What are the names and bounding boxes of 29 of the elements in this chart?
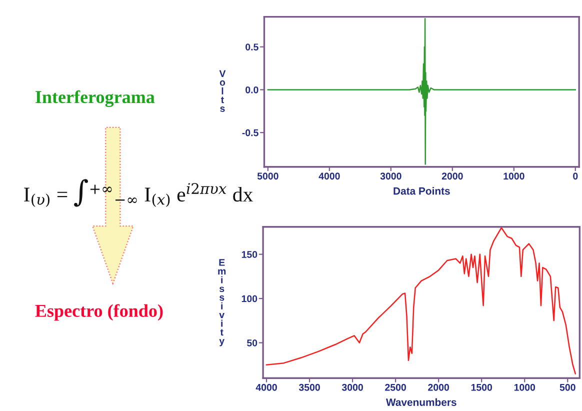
x-tick-label: 1000 bbox=[504, 172, 524, 180]
line-series bbox=[267, 18, 576, 165]
x-tick-label: 3000 bbox=[342, 384, 363, 391]
text: Espectro (fondo) bbox=[35, 304, 163, 321]
line-series bbox=[266, 227, 576, 374]
text: Emissivity bbox=[218, 259, 226, 346]
y-tick-label: 100 bbox=[242, 295, 258, 302]
y-tick-label: 150 bbox=[242, 251, 258, 258]
x-tick-label: 2500 bbox=[385, 384, 406, 391]
x-tick-label: 3000 bbox=[380, 172, 402, 180]
y-tick-label: 50 bbox=[246, 339, 258, 346]
y-tick-label: 0.0 bbox=[246, 86, 258, 94]
x-tick-label: 5000 bbox=[257, 172, 278, 180]
x-tick-label: 0 bbox=[573, 172, 578, 180]
x-tick-label: 4000 bbox=[256, 384, 277, 391]
x-tick-label: 3500 bbox=[298, 384, 320, 391]
x-tick-label: 4000 bbox=[318, 172, 340, 180]
text: Interferograma bbox=[36, 90, 155, 107]
x-tick-label: 2000 bbox=[428, 384, 449, 391]
x-tick-label: 1500 bbox=[471, 384, 492, 391]
x-tick-label: 2000 bbox=[442, 172, 463, 180]
x-axis-title: Wavenumbers bbox=[386, 398, 456, 406]
x-tick-label: 500 bbox=[560, 384, 576, 391]
y-tick-label: -0.5 bbox=[242, 129, 258, 136]
text: I$_{(υ)}$ = ∫$^{+∞}$$_{−∞}$ I$_{(x)}$ e$^{i2πυx}$ dx bbox=[24, 179, 253, 207]
x-tick-label: 1000 bbox=[514, 384, 536, 391]
x-axis-title: Data Points bbox=[394, 187, 450, 195]
y-axis-title: Volts bbox=[219, 70, 226, 112]
y-tick-label: 0.5 bbox=[246, 44, 258, 50]
